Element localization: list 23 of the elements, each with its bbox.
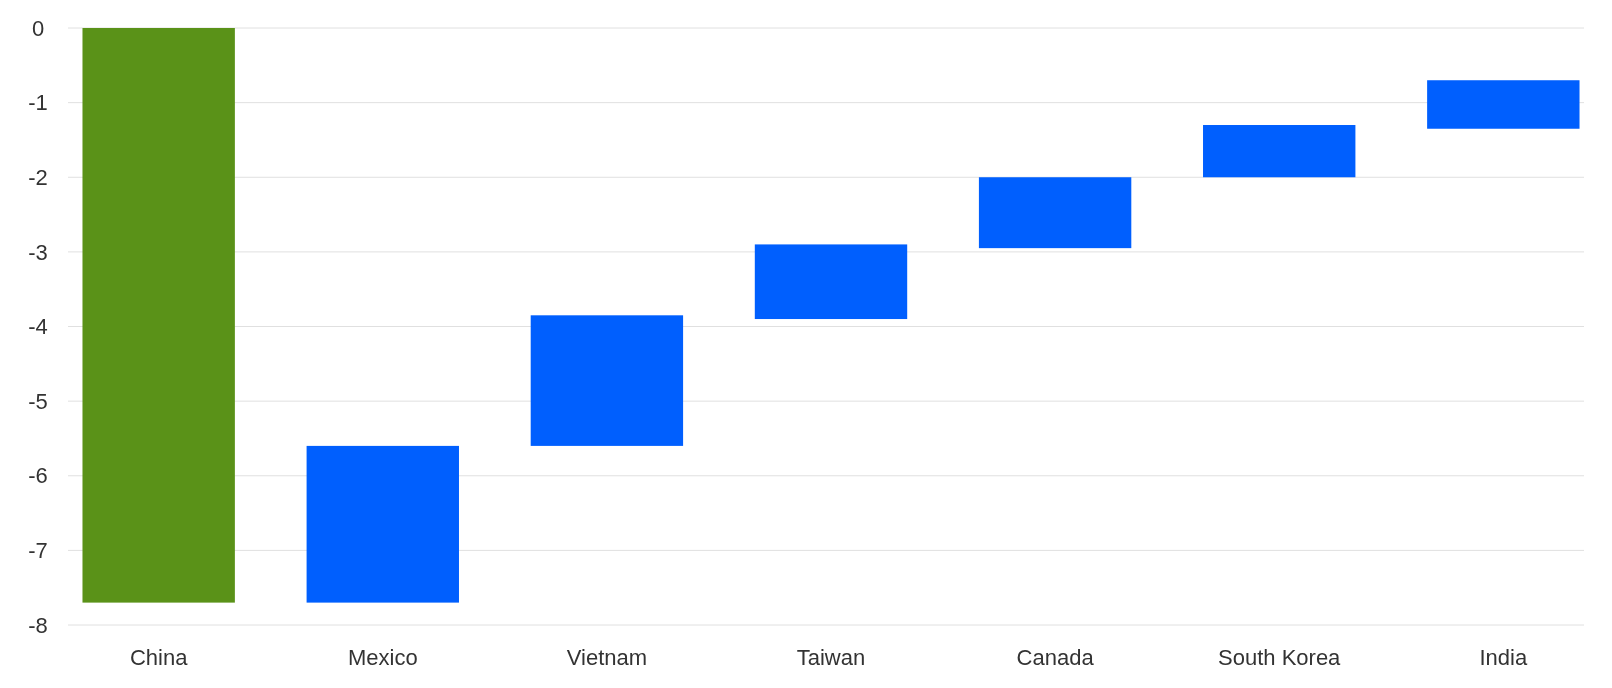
bar: [82, 28, 235, 603]
bar: [530, 315, 684, 446]
y-tick-label: -7: [28, 538, 48, 564]
bar: [754, 244, 908, 320]
y-tick-label: -8: [28, 612, 48, 638]
y-tick-label: -2: [28, 164, 48, 190]
x-tick-label: South Korea: [1218, 645, 1342, 670]
x-tick-label: Mexico: [347, 645, 418, 670]
y-tick-label: -5: [28, 388, 48, 414]
x-tick-label: Canada: [1016, 645, 1095, 670]
y-tick-label: -3: [28, 239, 48, 265]
x-tick-label: India: [1479, 645, 1528, 670]
bar: [978, 177, 1132, 249]
bar: [1427, 80, 1580, 129]
y-tick-label: -6: [28, 463, 48, 489]
bar: [1203, 125, 1356, 178]
x-tick-label: Taiwan: [796, 645, 866, 670]
y-tick-label: 0: [31, 15, 45, 41]
y-tick-label: -4: [28, 314, 48, 340]
bar: [306, 445, 459, 603]
y-tick-label: -1: [28, 90, 48, 116]
x-tick-label: China: [129, 645, 189, 670]
x-tick-label: Vietnam: [566, 645, 648, 670]
